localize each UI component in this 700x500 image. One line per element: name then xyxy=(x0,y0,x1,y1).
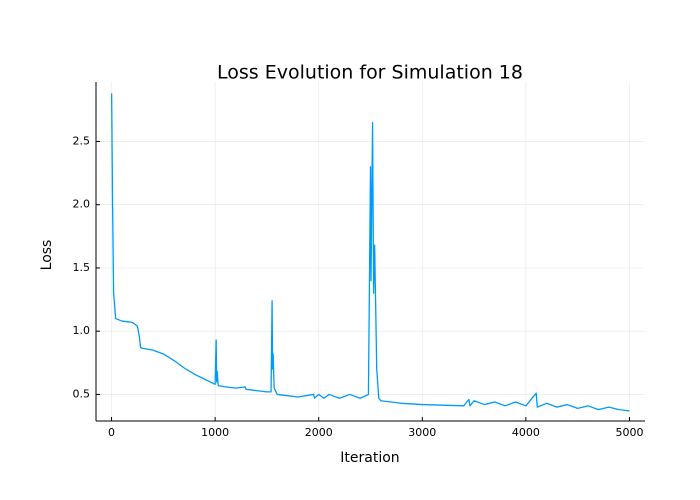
x-tick-label: 0 xyxy=(108,426,115,439)
y-axis-label: Loss xyxy=(39,240,55,271)
y-tick-label: 2.0 xyxy=(73,198,91,211)
y-tick-label: 0.5 xyxy=(73,387,91,400)
x-tick-label: 5000 xyxy=(615,426,643,439)
x-axis-label: Iteration xyxy=(340,450,399,466)
x-tick-label: 1000 xyxy=(201,426,229,439)
x-tick-label: 4000 xyxy=(512,426,540,439)
x-tick-label: 3000 xyxy=(408,426,436,439)
y-tick-label: 1.5 xyxy=(73,261,91,274)
chart-title: Loss Evolution for Simulation 18 xyxy=(217,62,523,84)
y-tick-label: 1.0 xyxy=(73,324,91,337)
x-tick-label: 2000 xyxy=(305,426,333,439)
y-tick-label: 2.5 xyxy=(73,134,91,147)
loss-line xyxy=(110,93,630,412)
